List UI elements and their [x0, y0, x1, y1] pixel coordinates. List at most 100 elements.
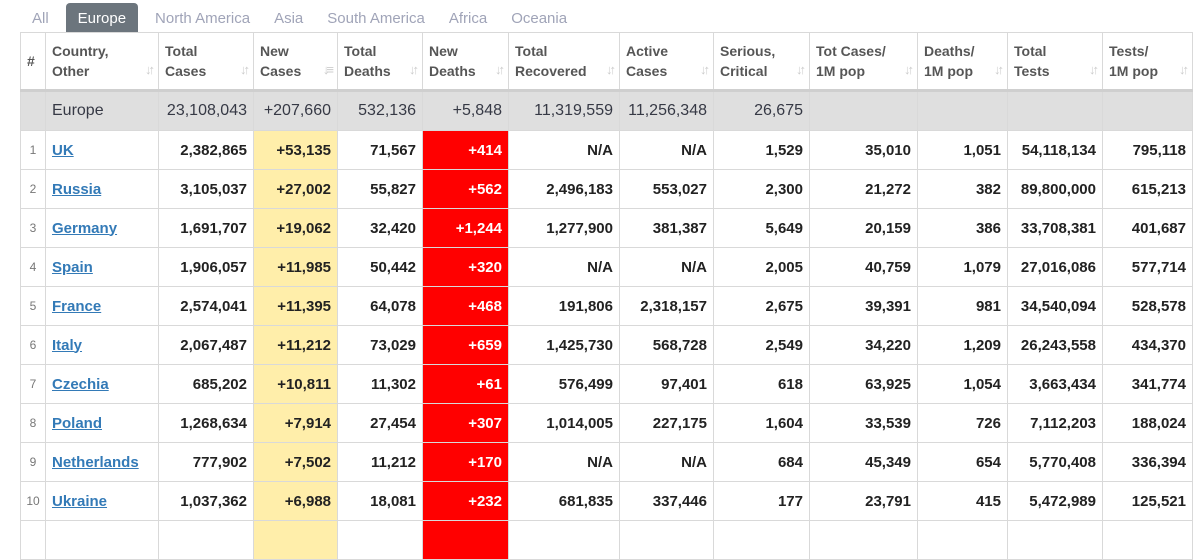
- cell-total-deaths: 32,420: [337, 208, 423, 248]
- cell-total-tests: 7,112,203: [1007, 403, 1103, 443]
- cell-total-cases: 1,037,362: [158, 481, 254, 521]
- tab-south-america[interactable]: South America: [327, 10, 425, 27]
- cell-tests-per-1m: 577,714: [1102, 247, 1193, 287]
- cell-tests-per-1m: 615,213: [1102, 169, 1193, 209]
- sort-icon[interactable]: ↓↑: [495, 62, 505, 77]
- country-link[interactable]: Poland: [52, 414, 103, 432]
- cell-new-deaths: +320: [422, 247, 509, 287]
- tab-asia[interactable]: Asia: [274, 10, 304, 27]
- cell-new-deaths: +659: [422, 325, 509, 365]
- tab-africa[interactable]: Africa: [448, 10, 488, 27]
- header-new-cases[interactable]: New Cases ↓≡: [253, 32, 338, 92]
- header-new-deaths[interactable]: New Deaths ↓↑: [422, 32, 509, 92]
- cell-rank: [20, 520, 46, 560]
- cell-tests-per-1m: 528,578: [1102, 286, 1193, 326]
- header-total-tests[interactable]: Total Tests ↓↑: [1007, 32, 1103, 92]
- cell-cases-per-1m: 35,010: [809, 130, 918, 170]
- cell-active-cases: 227,175: [619, 403, 714, 443]
- cell-new-cases: +207,660: [253, 90, 338, 131]
- country-link[interactable]: Czechia: [52, 375, 109, 393]
- header-serious-critical[interactable]: Serious, Critical ↓↑: [713, 32, 810, 92]
- cell-total-tests: 5,770,408: [1007, 442, 1103, 482]
- cell-new-cases: +53,135: [253, 130, 338, 170]
- country-link[interactable]: Netherlands: [52, 453, 139, 471]
- cell-country: UK: [45, 130, 159, 170]
- country-link[interactable]: Spain: [52, 258, 93, 276]
- cell-country: Germany: [45, 208, 159, 248]
- cell-country: France: [45, 286, 159, 326]
- cell-active-cases: 568,728: [619, 325, 714, 365]
- country-link[interactable]: Italy: [52, 336, 83, 354]
- country-link[interactable]: Germany: [52, 219, 118, 237]
- cell-active-cases: 2,318,157: [619, 286, 714, 326]
- cell-tests-per-1m: [1102, 90, 1193, 131]
- cell-active-cases: 381,387: [619, 208, 714, 248]
- cell-deaths-per-1m: 1,051: [917, 130, 1008, 170]
- cell-total-cases: 1,691,707: [158, 208, 254, 248]
- header-total-deaths[interactable]: Total Deaths ↓↑: [337, 32, 423, 92]
- cell-country: Europe: [45, 90, 159, 131]
- header-cases-per-1m[interactable]: Tot Cases/ 1M pop ↓↑: [809, 32, 918, 92]
- cell-active-cases: [619, 520, 714, 560]
- table-row: 1 UK 2,382,865 +53,135 71,567 +414 N/A N/A 1,529…: [20, 130, 1193, 170]
- tab-all[interactable]: All: [32, 10, 49, 27]
- tab-oceania[interactable]: Oceania: [511, 10, 568, 27]
- cell-total-tests: [1007, 520, 1103, 560]
- cell-serious-critical: [713, 520, 810, 560]
- sort-icon[interactable]: ↓↑: [1089, 62, 1099, 77]
- cell-country: Spain: [45, 247, 159, 287]
- cell-total-deaths: 18,081: [337, 481, 423, 521]
- cell-deaths-per-1m: 386: [917, 208, 1008, 248]
- header-label: New Deaths: [429, 43, 476, 79]
- sort-icon[interactable]: ↓↑: [1179, 62, 1189, 77]
- cell-new-deaths: +1,244: [422, 208, 509, 248]
- cell-new-cases: +19,062: [253, 208, 338, 248]
- header-label: Deaths/ 1M pop: [924, 43, 975, 79]
- cell-total-cases: 2,067,487: [158, 325, 254, 365]
- cell-total-deaths: 11,302: [337, 364, 423, 404]
- header-label: Total Tests: [1014, 43, 1050, 79]
- header-rank[interactable]: #: [20, 32, 46, 92]
- country-link[interactable]: Ukraine: [52, 492, 108, 510]
- cell-total-tests: 34,540,094: [1007, 286, 1103, 326]
- header-tests-per-1m[interactable]: Tests/ 1M pop ↓↑: [1102, 32, 1193, 92]
- cell-total-recovered: 11,319,559: [508, 90, 620, 131]
- cell-deaths-per-1m: 654: [917, 442, 1008, 482]
- header-deaths-per-1m[interactable]: Deaths/ 1M pop ↓↑: [917, 32, 1008, 92]
- cell-rank: 3: [20, 208, 46, 248]
- sort-icon[interactable]: ↓↑: [994, 62, 1004, 77]
- sort-icon[interactable]: ↓↑: [409, 62, 419, 77]
- cell-cases-per-1m: 21,272: [809, 169, 918, 209]
- sort-icon[interactable]: ↓↑: [796, 62, 806, 77]
- sort-icon[interactable]: ↓↑: [700, 62, 710, 77]
- cell-new-cases: +10,811: [253, 364, 338, 404]
- cell-total-cases: 23,108,043: [158, 90, 254, 131]
- header-label: Total Deaths: [344, 43, 391, 79]
- header-total-cases[interactable]: Total Cases ↓↑: [158, 32, 254, 92]
- cell-new-cases: +11,212: [253, 325, 338, 365]
- cell-deaths-per-1m: 981: [917, 286, 1008, 326]
- cell-total-tests: [1007, 90, 1103, 131]
- country-link[interactable]: UK: [52, 141, 74, 159]
- cell-serious-critical: 1,529: [713, 130, 810, 170]
- cell-total-deaths: 50,442: [337, 247, 423, 287]
- cell-new-cases: +11,395: [253, 286, 338, 326]
- cell-deaths-per-1m: [917, 90, 1008, 131]
- sort-icon[interactable]: ↓↑: [145, 62, 155, 77]
- sort-icon[interactable]: ↓↑: [240, 62, 250, 77]
- cell-total-deaths: 532,136: [337, 90, 423, 131]
- tab-north-america[interactable]: North America: [155, 10, 251, 27]
- sort-desc-icon[interactable]: ↓≡: [322, 62, 334, 77]
- country-link[interactable]: Russia: [52, 180, 102, 198]
- header-active-cases[interactable]: Active Cases ↓↑: [619, 32, 714, 92]
- sort-icon[interactable]: ↓↑: [904, 62, 914, 77]
- header-country[interactable]: Country, Other ↓↑: [45, 32, 159, 92]
- tab-europe[interactable]: Europe: [65, 3, 139, 33]
- cell-serious-critical: 177: [713, 481, 810, 521]
- cell-total-deaths: 55,827: [337, 169, 423, 209]
- header-total-recovered[interactable]: Total Recovered ↓↑: [508, 32, 620, 92]
- cell-total-recovered: [508, 520, 620, 560]
- cell-active-cases: 553,027: [619, 169, 714, 209]
- sort-icon[interactable]: ↓↑: [606, 62, 616, 77]
- country-link[interactable]: France: [52, 297, 102, 315]
